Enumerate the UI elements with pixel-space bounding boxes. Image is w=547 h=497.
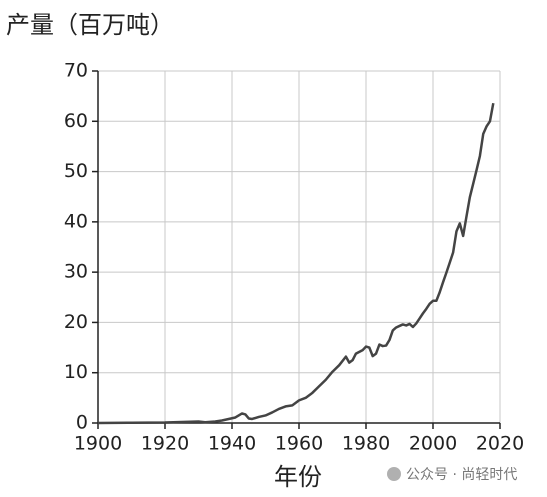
watermark-icon bbox=[387, 467, 401, 481]
x-tick-label: 2020 bbox=[476, 433, 524, 455]
x-tick-label: 1980 bbox=[342, 433, 390, 455]
watermark: 公众号 · 尚轻时代 bbox=[406, 467, 517, 483]
x-tick-label: 1960 bbox=[275, 433, 323, 455]
y-tick-label: 30 bbox=[64, 261, 88, 283]
y-tick-label: 40 bbox=[64, 210, 88, 232]
x-tick-label: 2000 bbox=[409, 433, 457, 455]
x-tick-label: 1940 bbox=[208, 433, 256, 455]
data-line bbox=[97, 102, 495, 425]
y-axis-label: 产量（百万吨） bbox=[6, 11, 174, 39]
y-tick-label: 70 bbox=[64, 60, 88, 82]
x-axis-label: 年份 bbox=[274, 463, 322, 491]
y-tick-label: 50 bbox=[64, 160, 88, 182]
y-tick-label: 10 bbox=[64, 361, 88, 383]
y-tick-label: 60 bbox=[64, 110, 88, 132]
y-tick-label: 0 bbox=[76, 412, 88, 434]
y-tick-label: 20 bbox=[64, 311, 88, 333]
x-tick-label: 1900 bbox=[74, 433, 122, 455]
x-tick-label: 1920 bbox=[141, 433, 189, 455]
